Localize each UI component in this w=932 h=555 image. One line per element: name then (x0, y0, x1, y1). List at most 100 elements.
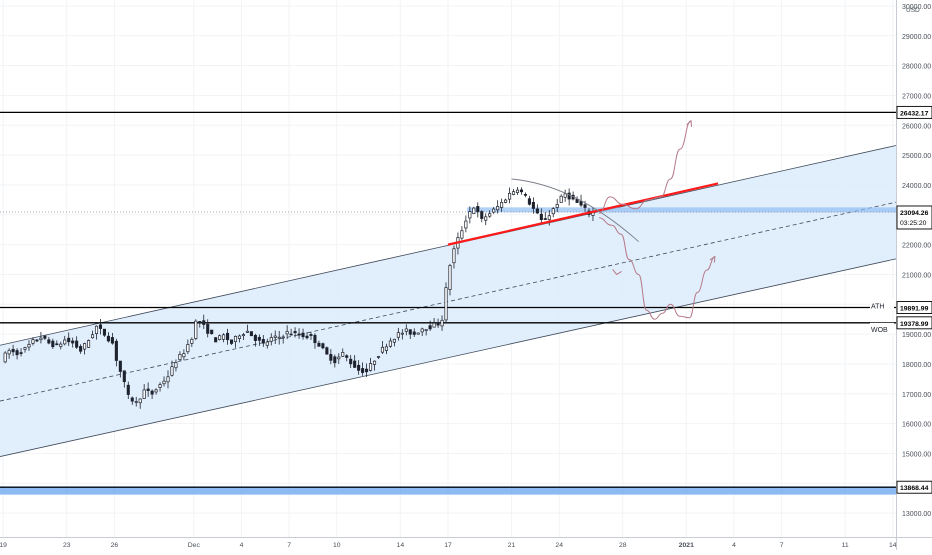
projection-arrowhead (686, 119, 693, 127)
candle (420, 328, 424, 333)
candle (543, 218, 547, 220)
currency-label: USD (906, 7, 920, 14)
x-tick-label: 26 (111, 542, 119, 549)
candle (43, 335, 47, 339)
candle (237, 335, 242, 339)
candle (519, 189, 524, 193)
candle (337, 356, 341, 360)
candle (158, 384, 162, 388)
y-tick-label: 16000.00 (902, 422, 931, 429)
candle (372, 360, 377, 365)
candle (31, 339, 35, 344)
candle (535, 208, 539, 214)
candle (345, 355, 349, 358)
candle (452, 248, 456, 264)
candle (94, 325, 99, 334)
candle (265, 341, 269, 346)
level-tag-bg (870, 322, 894, 334)
candle (134, 401, 138, 403)
y-tick-label: 29000.00 (902, 34, 931, 41)
candle (500, 202, 504, 208)
candle (297, 333, 301, 336)
channel-fill (0, 145, 896, 457)
level-price-label: 26432.17 (900, 110, 929, 117)
candle (71, 340, 75, 344)
countdown-label: 03:25:20 (900, 220, 927, 227)
level-price-label: 13868.44 (900, 485, 929, 492)
candle (7, 350, 11, 355)
channel-mid-line (0, 201, 896, 402)
x-tick-label: 28 (619, 542, 627, 549)
candle (273, 335, 277, 338)
candle (67, 337, 71, 343)
candle (285, 331, 289, 335)
candle (138, 398, 142, 404)
level-price-box (896, 105, 932, 119)
candle (83, 343, 87, 350)
candle (190, 339, 194, 344)
level-price-box (896, 301, 932, 314)
y-tick-label: 13000.00 (902, 511, 931, 518)
projection-arrowhead (709, 255, 716, 263)
x-tick-label: 4 (240, 542, 244, 549)
support-zone (467, 207, 896, 213)
time-axis-bg (0, 537, 932, 550)
candle (392, 338, 396, 343)
rounding-top-arc (511, 178, 639, 242)
x-tick-label: 19 (0, 542, 7, 549)
candle (194, 320, 198, 339)
candle (333, 356, 337, 364)
level-price-box (896, 480, 932, 494)
candle (130, 397, 134, 402)
y-tick-label: 19000.00 (902, 332, 931, 339)
candle (496, 205, 500, 211)
candle (412, 331, 416, 335)
candle (432, 322, 436, 328)
x-tick-label: Dec (188, 542, 201, 549)
channel-lower-line (0, 258, 896, 457)
projection-arrowhead-down (612, 269, 622, 276)
y-tick-label: 27000.00 (902, 93, 931, 100)
candle (122, 370, 126, 383)
candle (325, 347, 329, 355)
projection-path-1 (598, 217, 716, 320)
candle (142, 389, 146, 399)
candle (388, 340, 392, 347)
candle (476, 206, 480, 213)
candle (218, 335, 222, 340)
candle (245, 330, 249, 333)
projection-path-0 (598, 120, 692, 214)
candle (11, 348, 15, 353)
x-tick-label: 23 (63, 542, 71, 549)
x-tick-label: 14 (889, 542, 897, 549)
candle (365, 368, 369, 373)
candle (230, 339, 234, 344)
y-tick-label: 24000.00 (902, 183, 931, 190)
candle (249, 331, 253, 337)
candle (361, 368, 365, 373)
candle (202, 320, 206, 325)
candle (313, 334, 317, 344)
x-tick-label: 2021 (679, 542, 694, 549)
candle (305, 335, 309, 339)
candle (3, 352, 7, 363)
y-tick-label: 22000.00 (902, 243, 931, 250)
bottom-zone (0, 486, 896, 495)
candle (23, 347, 27, 350)
level-tag-wob: WOB (871, 327, 888, 334)
candle (146, 388, 150, 391)
candle (396, 332, 400, 338)
candle (321, 343, 325, 349)
candle (523, 193, 527, 196)
candle (484, 216, 488, 221)
candle (55, 343, 59, 346)
candle (27, 344, 31, 348)
x-tick-label: 4 (732, 542, 736, 549)
candle (349, 358, 353, 365)
level-tag-bg (870, 298, 894, 310)
candle (226, 332, 230, 341)
support-trendline[interactable] (447, 182, 719, 246)
candle (329, 354, 333, 361)
